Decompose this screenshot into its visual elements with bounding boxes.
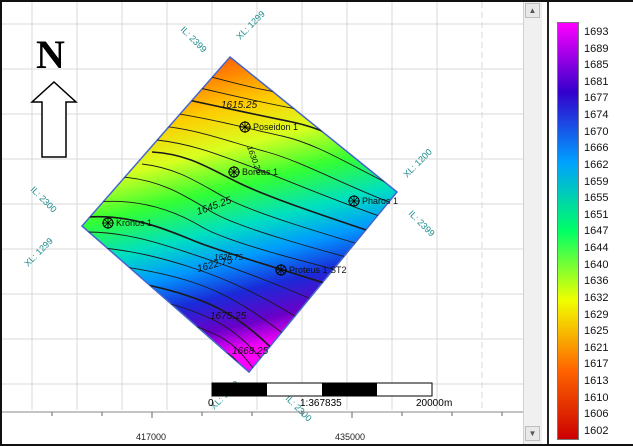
colorbar-tick-label: 1610	[584, 392, 609, 404]
colorbar-tick-label: 1659	[584, 176, 609, 188]
colorbar-tick-label: 1647	[584, 225, 609, 237]
well-pharos-1[interactable]: Pharos 1	[348, 195, 398, 207]
vertical-scrollbar[interactable]: ▲ ▼	[523, 2, 542, 444]
scale-start: 0	[208, 398, 214, 409]
colorbar-tick-label: 1629	[584, 309, 609, 321]
scale-ratio: 1:367835	[300, 398, 342, 409]
colorbar-tick-label: 1670	[584, 126, 609, 138]
well-boreas-1[interactable]: Boreas 1	[228, 166, 278, 178]
colorbar-tick-label: 1677	[584, 92, 609, 104]
well-poseidon-1[interactable]: Poseidon 1	[239, 121, 298, 133]
well-label: Kronos 1	[116, 218, 152, 228]
x-axis: 417000 435000	[2, 411, 523, 442]
colorbar-tick-label: 1621	[584, 342, 609, 354]
colorbar-tick-label: 1625	[584, 325, 609, 337]
colorbar-tick-label: 1640	[584, 259, 609, 271]
depth-surface[interactable]: 1615.25 1645.25 1630.25 1675.25 1668.25 …	[80, 55, 402, 402]
inline-label: IL: 2399	[179, 24, 209, 54]
colorbar-tick-label: 1606	[584, 408, 609, 420]
color-legend: 1693 1689 1685 1681 1677 1674 1670 1666 …	[547, 2, 633, 444]
colorbar	[557, 22, 579, 440]
contour-label: 1615.25	[221, 100, 258, 111]
well-label: Boreas 1	[242, 167, 278, 177]
scroll-down-icon[interactable]: ▼	[525, 426, 540, 441]
colorbar-tick-label: 1632	[584, 292, 609, 304]
map-canvas[interactable]: 1615.25 1645.25 1630.25 1675.25 1668.25 …	[2, 2, 523, 444]
crossline-label: XL: 1299	[22, 236, 55, 269]
scroll-up-icon[interactable]: ▲	[525, 3, 540, 18]
well-label: Proteus 1 ST2	[289, 265, 347, 275]
north-arrow-icon	[30, 80, 78, 158]
colorbar-tick-label: 1613	[584, 375, 609, 387]
colorbar-tick-label: 1674	[584, 109, 609, 121]
north-label: N	[36, 32, 65, 77]
colorbar-tick-label: 1651	[584, 209, 609, 221]
x-axis-label: 435000	[335, 432, 365, 442]
well-kronos-1[interactable]: Kronos 1	[102, 217, 152, 229]
contour-label: 1675.25	[210, 311, 247, 322]
colorbar-labels: 1693 1689 1685 1681 1677 1674 1670 1666 …	[584, 22, 630, 440]
colorbar-tick-label: 1644	[584, 242, 609, 254]
well-proteus-1-st2[interactable]: Proteus 1 ST2	[275, 264, 347, 276]
inline-label: IL: 2300	[29, 184, 59, 214]
well-label: Pharos 1	[362, 196, 398, 206]
colorbar-tick-label: 1662	[584, 159, 609, 171]
crossline-label: XL: 1200	[401, 147, 434, 180]
colorbar-tick-label: 1655	[584, 192, 609, 204]
scale-unit: m	[444, 398, 452, 409]
well-markers[interactable]: Poseidon 1 Boreas 1 Pharos 1 Kronos 1 Pr…	[102, 121, 398, 276]
colorbar-tick-label: 1636	[584, 275, 609, 287]
colorbar-tick-label: 1617	[584, 358, 609, 370]
colorbar-tick-label: 1689	[584, 43, 609, 55]
scale-bar: 0 1:367835 20000 m	[208, 382, 452, 409]
colorbar-tick-label: 1666	[584, 142, 609, 154]
x-axis-label: 417000	[136, 432, 166, 442]
contour-label: 1625.75	[214, 253, 243, 262]
scale-end: 20000	[416, 398, 444, 409]
colorbar-tick-label: 1693	[584, 26, 609, 38]
crossline-label: XL: 1299	[234, 9, 267, 42]
contour-label: 1668.25	[232, 346, 269, 357]
inline-label: IL: 2399	[407, 208, 437, 238]
well-label: Poseidon 1	[253, 122, 298, 132]
colorbar-tick-label: 1685	[584, 59, 609, 71]
colorbar-tick-label: 1602	[584, 425, 609, 437]
north-arrow: N	[30, 32, 78, 158]
colorbar-tick-label: 1681	[584, 76, 609, 88]
